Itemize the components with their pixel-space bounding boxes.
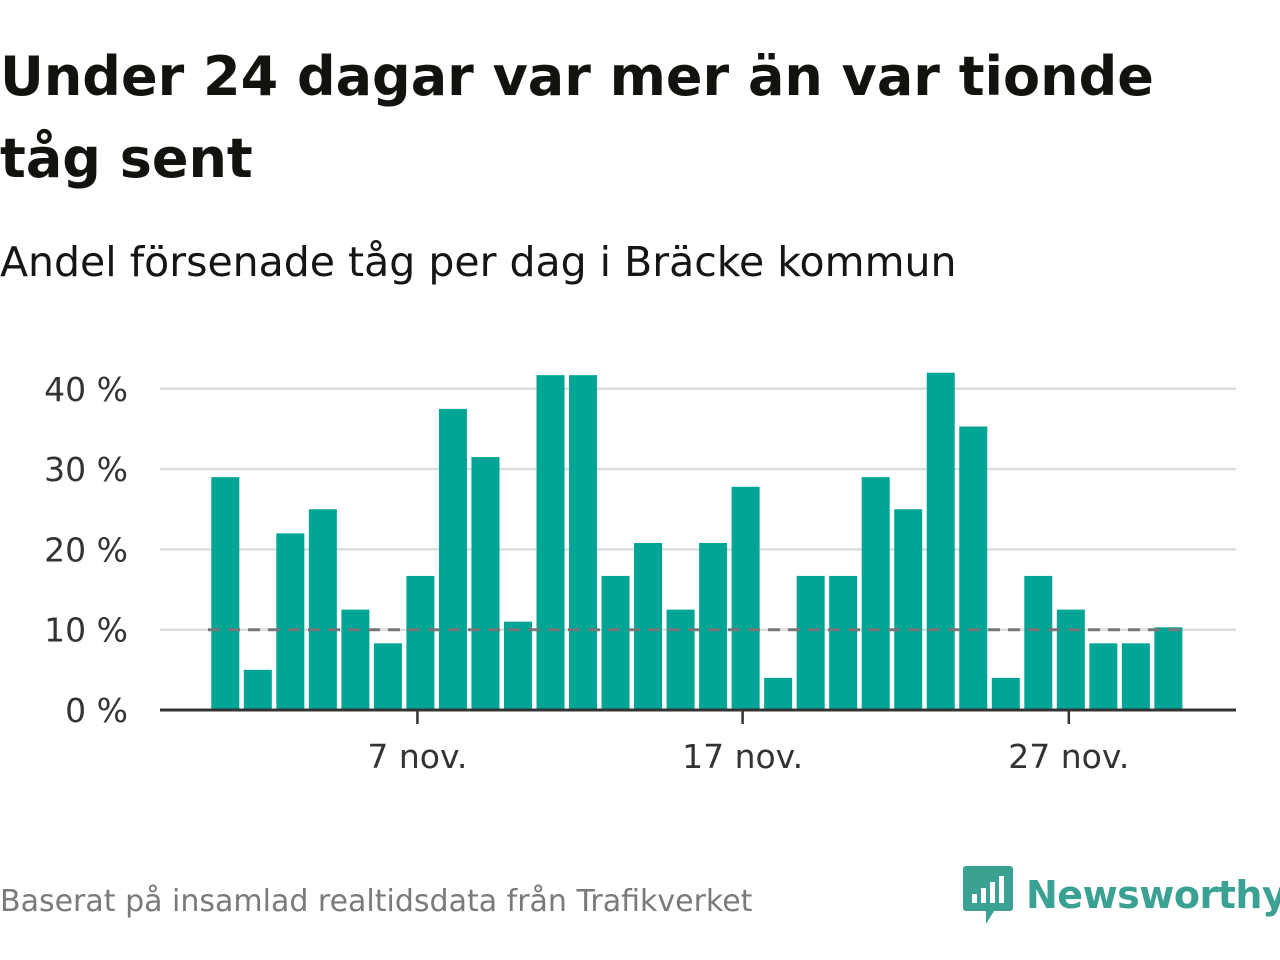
bar	[699, 542, 728, 710]
y-tick-label: 40 %	[44, 370, 128, 409]
bar	[438, 408, 467, 710]
bar	[764, 677, 793, 710]
bar	[308, 509, 337, 710]
bar	[829, 575, 858, 710]
bar	[926, 372, 955, 710]
bar	[991, 677, 1020, 710]
bar	[796, 575, 825, 710]
bar	[1056, 609, 1085, 710]
bar	[536, 375, 565, 710]
y-tick-label: 30 %	[44, 450, 128, 489]
brand-logo: Newsworthy	[962, 862, 1280, 928]
newsworthy-logo-icon	[963, 866, 1013, 924]
bar-chart: 0 % 10 % 20 % 30 % 40 % 7 nov. 17 nov. 27 nov.	[44, 370, 1236, 776]
bar	[373, 643, 402, 710]
bar	[341, 609, 370, 710]
bar	[569, 375, 598, 710]
bars	[211, 372, 1183, 710]
bar	[1024, 575, 1053, 710]
source-note: Baserat på insamlad realtidsdata från Tr…	[0, 884, 753, 919]
bar	[1154, 627, 1183, 710]
chart-subtitle: Andel försenade tåg per dag i Bräcke kom…	[0, 238, 957, 286]
bar	[666, 609, 695, 710]
bar	[276, 533, 305, 710]
bar	[503, 621, 532, 710]
y-tick-label: 0 %	[65, 691, 128, 730]
y-tick-label: 20 %	[44, 530, 128, 569]
bar	[211, 477, 240, 710]
bar	[894, 509, 923, 710]
bar	[861, 477, 890, 710]
bar	[1089, 643, 1118, 710]
bar	[406, 575, 435, 710]
bar	[243, 669, 272, 710]
bar	[959, 426, 988, 710]
y-axis-labels: 0 % 10 % 20 % 30 % 40 %	[44, 370, 128, 730]
y-tick-label: 10 %	[44, 611, 128, 650]
brand-name: Newsworthy	[1026, 873, 1280, 917]
bar	[1121, 643, 1150, 710]
x-axis: 7 nov. 17 nov. 27 nov.	[160, 708, 1236, 776]
x-tick-label: 7 nov.	[367, 737, 467, 776]
bar	[634, 542, 663, 710]
bar	[471, 457, 500, 710]
x-tick-label: 17 nov.	[682, 737, 803, 776]
bar	[731, 486, 760, 710]
bar	[601, 575, 630, 710]
chart-title: Under 24 dagar var mer än var tionde tåg…	[0, 45, 1154, 190]
x-tick-label: 27 nov.	[1008, 737, 1129, 776]
